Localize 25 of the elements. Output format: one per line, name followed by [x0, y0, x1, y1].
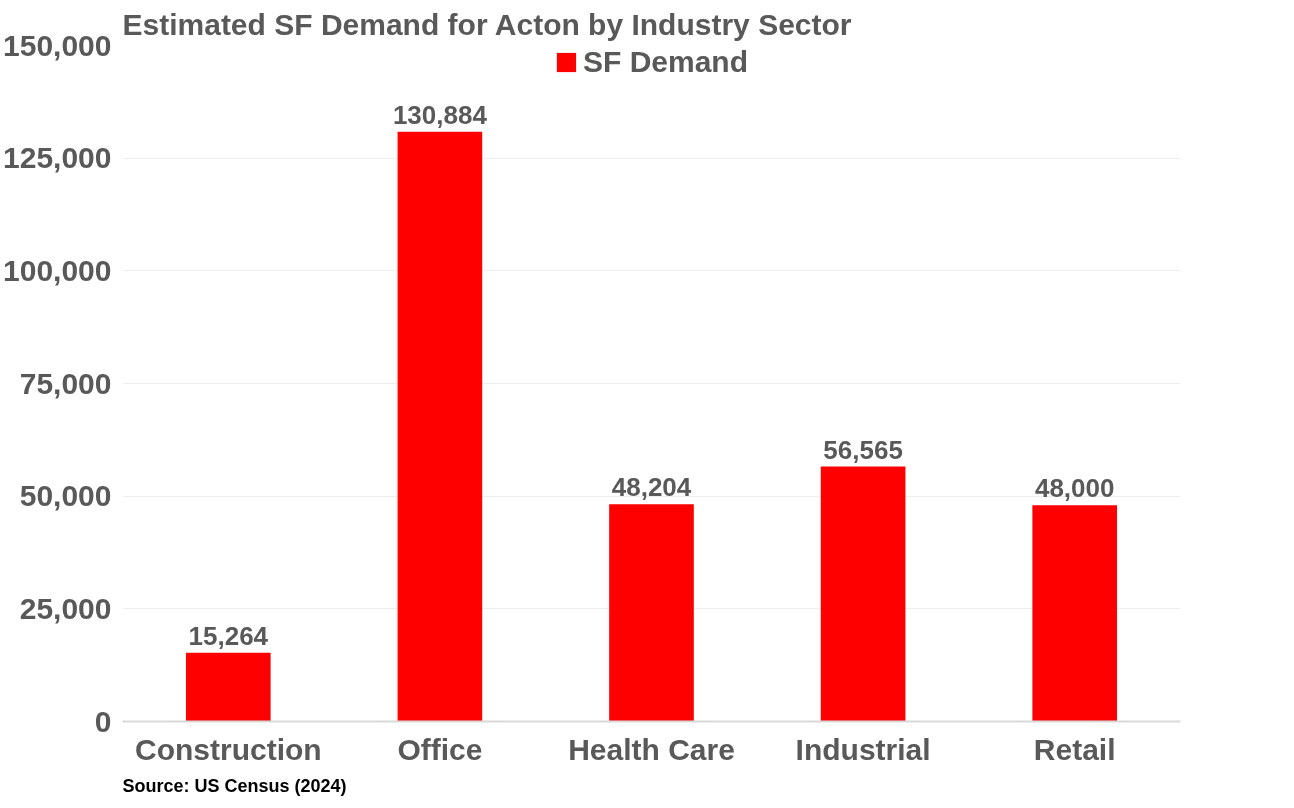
- bar: [1032, 505, 1118, 722]
- text: 130,884: [392, 99, 487, 130]
- text: 15,264: [188, 620, 269, 651]
- x-tick-label: Health Care: [568, 732, 735, 766]
- y-tick-label: 0: [94, 704, 112, 738]
- bar: [820, 466, 906, 722]
- y-tick-label: 150,000: [3, 28, 112, 62]
- text: 56,565: [823, 434, 903, 465]
- y-tick-label: 125,000: [3, 141, 112, 175]
- y-tick-label: 75,000: [19, 366, 112, 400]
- y-tick-label: 50,000: [19, 479, 112, 513]
- bar: [397, 131, 483, 722]
- x-tick-label: Industrial: [795, 732, 931, 766]
- x-tick-label: Retail: [1033, 732, 1116, 766]
- legend-label: SF Demand: [582, 45, 749, 79]
- chart-title: Estimated SF Demand for Acton by Industry Sector: [122, 7, 852, 41]
- text: 48,204: [611, 472, 692, 503]
- bar: [609, 504, 694, 722]
- y-tick-label: 25,000: [19, 591, 112, 625]
- source-note: Source: US Census (2024): [122, 775, 347, 796]
- bar: [185, 652, 271, 722]
- y-tick-label: 100,000: [3, 253, 112, 287]
- x-tick-label: Construction: [134, 732, 322, 766]
- text: 48,000: [1034, 473, 1115, 504]
- x-tick-label: Office: [397, 732, 483, 766]
